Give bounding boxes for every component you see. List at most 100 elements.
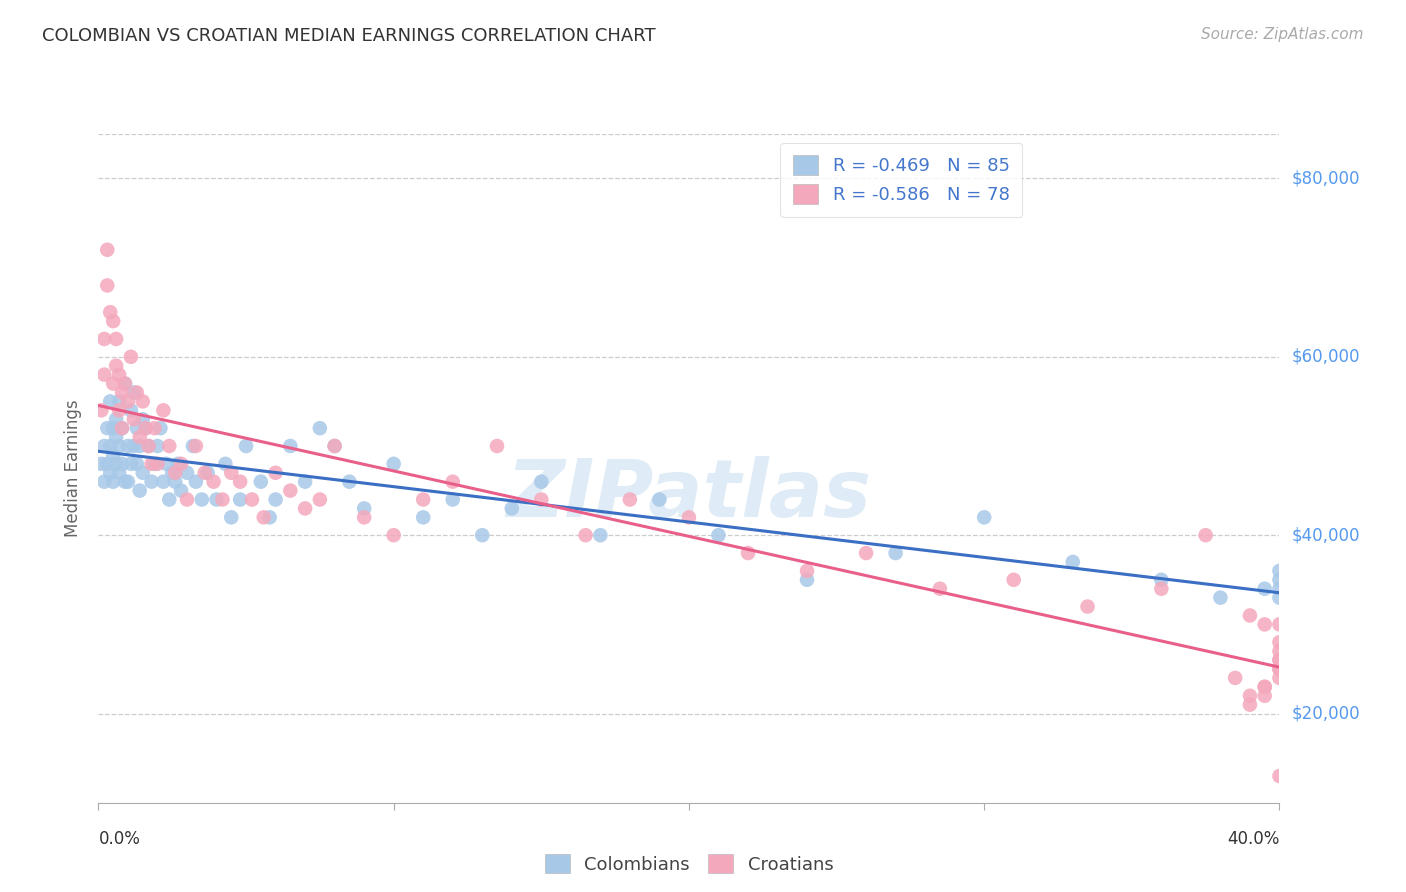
- Point: [108, 439, 131, 453]
- Point: [1239, 698, 1261, 712]
- Point: [114, 475, 136, 489]
- Point: [120, 457, 142, 471]
- Point: [103, 475, 125, 489]
- Point: [117, 439, 139, 453]
- Point: [240, 492, 263, 507]
- Point: [441, 475, 464, 489]
- Point: [648, 492, 671, 507]
- Point: [707, 528, 730, 542]
- Point: [96, 243, 118, 257]
- Point: [1268, 671, 1291, 685]
- Point: [111, 457, 134, 471]
- Point: [184, 475, 207, 489]
- Point: [1268, 582, 1291, 596]
- Point: [138, 439, 160, 453]
- Point: [125, 421, 148, 435]
- Point: [111, 421, 134, 435]
- Point: [1268, 591, 1291, 605]
- Point: [141, 475, 163, 489]
- Point: [117, 475, 139, 489]
- Point: [471, 528, 494, 542]
- Text: $80,000: $80,000: [1291, 169, 1360, 187]
- Point: [120, 403, 142, 417]
- Point: [1223, 671, 1246, 685]
- Point: [214, 457, 236, 471]
- Point: [264, 492, 287, 507]
- Point: [165, 475, 187, 489]
- Point: [146, 439, 169, 453]
- Point: [122, 412, 145, 426]
- Point: [229, 492, 252, 507]
- Point: [93, 475, 115, 489]
- Point: [170, 457, 193, 471]
- Point: [184, 439, 207, 453]
- Point: [114, 376, 136, 391]
- Point: [135, 421, 157, 435]
- Point: [382, 528, 405, 542]
- Point: [973, 510, 995, 524]
- Point: [1268, 653, 1291, 667]
- Point: [1254, 680, 1277, 694]
- Point: [1268, 662, 1291, 676]
- Point: [253, 510, 276, 524]
- Point: [176, 466, 198, 480]
- Point: [323, 439, 346, 453]
- Point: [1268, 662, 1291, 676]
- Point: [128, 483, 150, 498]
- Point: [132, 394, 155, 409]
- Point: [93, 368, 115, 382]
- Point: [141, 457, 163, 471]
- Text: $60,000: $60,000: [1291, 348, 1360, 366]
- Point: [132, 412, 155, 426]
- Point: [337, 475, 360, 489]
- Point: [486, 439, 509, 453]
- Point: [574, 528, 596, 542]
- Point: [589, 528, 612, 542]
- Point: [309, 492, 332, 507]
- Point: [530, 475, 553, 489]
- Point: [194, 466, 217, 480]
- Point: [219, 510, 242, 524]
- Point: [167, 457, 190, 471]
- Point: [353, 501, 375, 516]
- Point: [294, 501, 316, 516]
- Point: [170, 483, 193, 498]
- Point: [155, 457, 177, 471]
- Point: [1268, 769, 1291, 783]
- Point: [278, 483, 302, 498]
- Text: 0.0%: 0.0%: [98, 830, 141, 847]
- Text: ZIPatlas: ZIPatlas: [506, 456, 872, 534]
- Point: [1209, 591, 1232, 605]
- Point: [309, 421, 332, 435]
- Point: [105, 332, 128, 346]
- Point: [105, 412, 128, 426]
- Point: [108, 394, 131, 409]
- Point: [294, 475, 316, 489]
- Point: [90, 457, 112, 471]
- Point: [128, 439, 150, 453]
- Point: [530, 492, 553, 507]
- Point: [98, 439, 121, 453]
- Point: [678, 510, 700, 524]
- Point: [1254, 617, 1277, 632]
- Point: [1150, 582, 1173, 596]
- Point: [96, 421, 118, 435]
- Point: [382, 457, 405, 471]
- Point: [105, 430, 128, 444]
- Point: [884, 546, 907, 560]
- Text: 40.0%: 40.0%: [1227, 830, 1279, 847]
- Point: [149, 421, 172, 435]
- Point: [1195, 528, 1218, 542]
- Point: [108, 368, 131, 382]
- Point: [108, 403, 131, 417]
- Point: [412, 510, 434, 524]
- Point: [98, 305, 121, 319]
- Point: [259, 510, 281, 524]
- Point: [412, 492, 434, 507]
- Point: [157, 439, 180, 453]
- Point: [796, 564, 818, 578]
- Point: [165, 466, 187, 480]
- Point: [135, 421, 157, 435]
- Point: [1062, 555, 1084, 569]
- Point: [1268, 617, 1291, 632]
